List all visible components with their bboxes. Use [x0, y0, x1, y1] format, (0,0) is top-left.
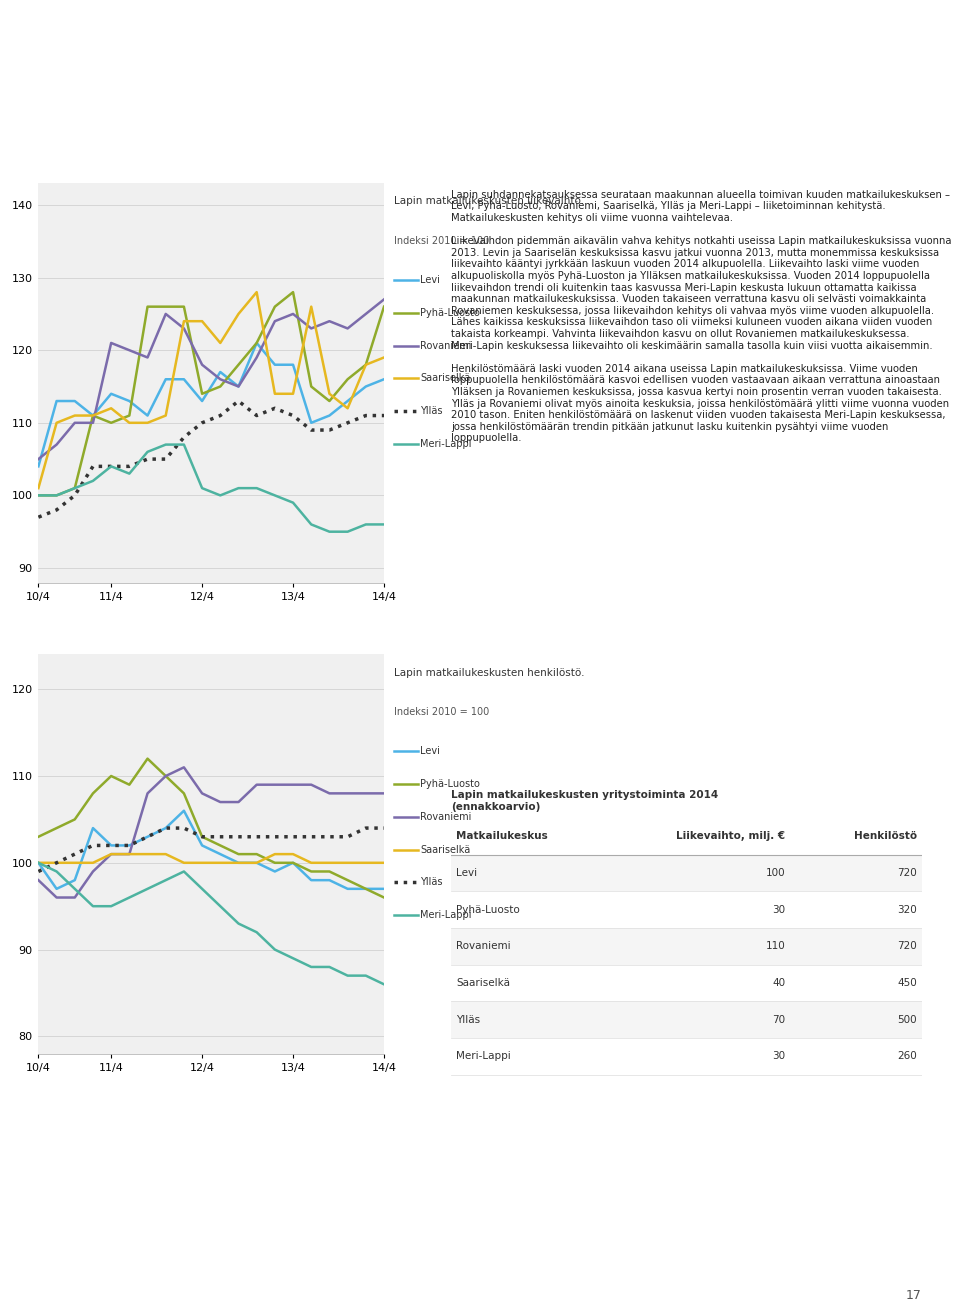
Text: Lapin matkailukeskusten henkilöstö.: Lapin matkailukeskusten henkilöstö. — [394, 668, 584, 678]
Text: Rovaniemi: Rovaniemi — [420, 340, 472, 351]
Text: Levi: Levi — [420, 746, 441, 757]
Bar — [451, 928, 922, 965]
Text: Henkilöstö: Henkilöstö — [853, 831, 917, 842]
Text: Indeksi 2010 = 100: Indeksi 2010 = 100 — [394, 707, 489, 717]
Text: Levi: Levi — [456, 868, 477, 878]
Text: Rovaniemi: Rovaniemi — [420, 812, 472, 822]
Text: Lapin matkailukeskusten liikevaihto.: Lapin matkailukeskusten liikevaihto. — [394, 196, 584, 207]
Text: Pyhä-Luosto: Pyhä-Luosto — [456, 905, 519, 915]
Bar — [451, 855, 922, 891]
Text: 100: 100 — [765, 868, 785, 878]
Text: Lapin matkailukeskukset: Lapin matkailukeskukset — [392, 65, 941, 107]
Bar — [451, 965, 922, 1001]
Text: Saariselkä: Saariselkä — [456, 978, 510, 988]
Text: 30: 30 — [772, 1051, 785, 1062]
Text: 30: 30 — [772, 905, 785, 915]
Text: Meri-Lappi: Meri-Lappi — [420, 439, 472, 449]
Text: 70: 70 — [772, 1014, 785, 1025]
Text: 110: 110 — [765, 941, 785, 952]
Text: 450: 450 — [898, 978, 917, 988]
Text: 500: 500 — [898, 1014, 917, 1025]
Text: 720: 720 — [898, 868, 917, 878]
Text: Ylläs: Ylläs — [420, 406, 443, 416]
Text: Matkailukeskus: Matkailukeskus — [456, 831, 547, 842]
Text: Ylläs: Ylläs — [420, 877, 443, 888]
Text: Pyhä-Luosto: Pyhä-Luosto — [420, 308, 480, 318]
Text: Pyhä-Luosto: Pyhä-Luosto — [420, 779, 480, 789]
Text: Meri-Lappi: Meri-Lappi — [456, 1051, 511, 1062]
Bar — [451, 1001, 922, 1038]
Text: Levi: Levi — [420, 275, 441, 285]
Text: Liikevaihto, milj. €: Liikevaihto, milj. € — [676, 831, 785, 842]
Bar — [451, 1038, 922, 1075]
Text: Rovaniemi: Rovaniemi — [456, 941, 511, 952]
Text: Ylläs: Ylläs — [456, 1014, 480, 1025]
Text: Indeksi 2010 = 100: Indeksi 2010 = 100 — [394, 236, 489, 246]
Text: 720: 720 — [898, 941, 917, 952]
Bar — [451, 891, 922, 928]
Text: 320: 320 — [898, 905, 917, 915]
Text: 260: 260 — [898, 1051, 917, 1062]
Text: 17: 17 — [905, 1289, 922, 1302]
Text: Lapin matkailukeskusten yritystoiminta 2014
(ennakkoarvio): Lapin matkailukeskusten yritystoiminta 2… — [451, 789, 718, 812]
Text: Saariselkä: Saariselkä — [420, 373, 470, 384]
Text: Saariselkä: Saariselkä — [420, 844, 470, 855]
Text: Lapin suhdannekatsauksessa seurataan maakunnan alueella toimivan kuuden matkailu: Lapin suhdannekatsauksessa seurataan maa… — [451, 190, 951, 444]
Text: Meri-Lappi: Meri-Lappi — [420, 910, 472, 920]
Text: 40: 40 — [772, 978, 785, 988]
